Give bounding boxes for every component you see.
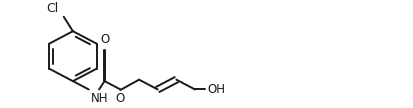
Text: NH: NH (90, 92, 108, 105)
Text: O: O (100, 33, 109, 46)
Text: Cl: Cl (46, 2, 59, 15)
Text: O: O (116, 92, 125, 105)
Text: OH: OH (206, 83, 224, 96)
